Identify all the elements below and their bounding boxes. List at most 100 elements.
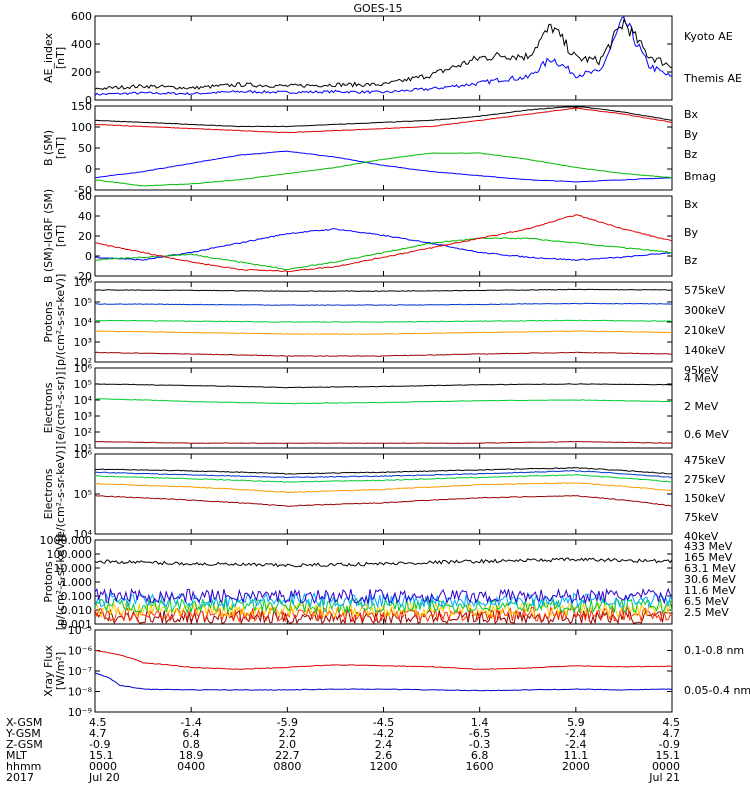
- legend-entry: 30.6 MeV: [684, 573, 736, 586]
- ephemeris-value: 15.1: [89, 749, 114, 762]
- legend-entry: 210keV: [684, 324, 726, 337]
- y-axis-label: B (SM): [42, 130, 55, 166]
- legend-entry: By: [684, 226, 699, 239]
- legend-entry: Themis AE: [683, 72, 742, 85]
- legend-entry: By: [684, 128, 699, 141]
- series-line-by: [94, 152, 673, 187]
- y-axis-label: [e/(cm²-s-sr)]: [54, 372, 67, 445]
- ephemeris-value: 2.0: [279, 738, 297, 751]
- series-line-kyoto-ae: [94, 16, 673, 96]
- panel-frame: [94, 195, 673, 277]
- y-tick-label: 10⁻⁶: [68, 645, 93, 658]
- ephemeris-row-label: Y-GSM: [5, 727, 41, 740]
- y-tick-label: 0.100: [61, 590, 93, 603]
- legend-entry: 0.05-0.4 nm: [684, 684, 750, 697]
- series-line-0-1-0-8-nm: [95, 650, 673, 670]
- series-line-575kev: [94, 351, 673, 357]
- y-tick-label: 10³: [74, 336, 92, 349]
- series-line-bz: [94, 107, 673, 134]
- y-axis-label: [p/(cm²-s-sr-keV)]: [54, 534, 67, 631]
- y-axis-label: B (SM)-IGRF (SM): [42, 189, 55, 283]
- y-tick-label: 1.000: [61, 576, 93, 589]
- legend-entry: 95keV: [684, 364, 719, 377]
- legend-entry: 275keV: [684, 473, 726, 486]
- panel-electrons_kev: 10⁴ 10⁵ 10⁶ Electrons [e/(cm²-s-sr-keV)] 475k…: [42, 446, 726, 543]
- y-tick-label: 10⁵: [74, 378, 92, 391]
- series-line-2-5-mev: [94, 557, 673, 568]
- y-tick-label: 0.001: [61, 618, 93, 631]
- legend-entry: 300keV: [684, 304, 726, 317]
- y-tick-label: -20: [74, 270, 92, 283]
- ephemeris-value: 15.1: [656, 749, 681, 762]
- y-axis-label: [nT]: [54, 137, 67, 159]
- legend-entry: Bx: [684, 108, 699, 121]
- legend-entry: 0.6 MeV: [684, 428, 729, 441]
- y-tick-label: 60: [78, 190, 92, 203]
- y-tick-label: 10³: [74, 410, 92, 423]
- y-tick-label: 10⁻⁸: [68, 686, 93, 699]
- y-tick-label: 10⁴: [74, 316, 93, 329]
- y-axis-label: [nT]: [54, 47, 67, 69]
- y-tick-label: 100.000: [47, 548, 93, 561]
- series-line-95kev: [94, 288, 673, 292]
- ephemeris-value: 2000: [562, 760, 590, 773]
- ephemeris-value: -2.4: [565, 738, 586, 751]
- y-tick-label: 100: [71, 121, 92, 134]
- ephemeris-value: 2.4: [375, 738, 393, 751]
- y-tick-label: 150: [71, 100, 92, 113]
- series-line-30-6-mev: [94, 596, 673, 615]
- ephemeris-table: X-GSMY-GSMZ-GSMMLThhmm20174.54.7-0.915.1…: [5, 716, 680, 784]
- ephemeris-value: -0.9: [89, 738, 110, 751]
- y-tick-label: 0: [85, 250, 92, 263]
- y-tick-label: 40: [78, 210, 92, 223]
- ephemeris-value: 1600: [466, 760, 494, 773]
- series-line-140kev: [94, 302, 673, 306]
- series-line-275kev: [95, 482, 673, 494]
- legend-entry: 2 MeV: [684, 400, 719, 413]
- ephemeris-value: 2.2: [279, 727, 297, 740]
- series-line-0-6-mev: [94, 383, 672, 389]
- legend-entry: 433 MeV: [684, 540, 733, 553]
- ephemeris-value: 1200: [370, 760, 398, 773]
- series-line-bmag: [94, 106, 673, 128]
- ephemeris-value: 4.5: [89, 716, 107, 729]
- series-line-bz: [94, 214, 673, 273]
- ephemeris-value: 0000: [652, 760, 680, 773]
- ephemeris-row-label: MLT: [6, 749, 27, 762]
- y-tick-label: 20: [78, 230, 92, 243]
- legend-entry: 75keV: [684, 511, 719, 524]
- ephemeris-value: 1.4: [471, 716, 489, 729]
- legend-entry: Bx: [684, 198, 699, 211]
- y-tick-label: 10¹: [74, 442, 92, 455]
- y-axis-label: Protons: [42, 301, 55, 342]
- y-tick-label: 10⁶: [74, 276, 93, 289]
- ephemeris-value: 4.7: [663, 727, 681, 740]
- ephemeris-row-label: 2017: [6, 771, 34, 784]
- series-line-475kev: [94, 495, 673, 507]
- legend-entry: Kyoto AE: [684, 30, 733, 43]
- legend-entry: 575keV: [684, 284, 726, 297]
- ephemeris-value: 0000: [89, 760, 117, 773]
- y-tick-label: 200: [71, 66, 92, 79]
- y-axis-label: Electrons: [42, 468, 55, 519]
- series-line-themis-ae: [94, 18, 673, 90]
- y-tick-label: 400: [71, 38, 92, 51]
- y-axis-label: [nT]: [54, 225, 67, 247]
- series-line-0-05-0-4-nm: [94, 672, 673, 692]
- legend-entry: 140keV: [684, 344, 726, 357]
- y-tick-label: 50: [78, 142, 92, 155]
- series-line-40kev: [94, 466, 673, 475]
- ephemeris-row-label: hhmm: [6, 760, 41, 773]
- y-tick-label: 1000.000: [40, 534, 93, 547]
- panel-frame: [94, 367, 673, 449]
- legend-entry: 165 MeV: [684, 551, 733, 564]
- series-line-4-mev: [94, 440, 673, 444]
- y-tick-label: 0: [85, 163, 92, 176]
- legend-entry: 0.1-0.8 nm: [684, 644, 744, 657]
- ephemeris-value: -1.4: [180, 716, 201, 729]
- y-tick-label: 10⁻⁹: [68, 706, 92, 719]
- ephemeris-value: 6.8: [471, 749, 489, 762]
- legend-entry: 4 MeV: [684, 372, 719, 385]
